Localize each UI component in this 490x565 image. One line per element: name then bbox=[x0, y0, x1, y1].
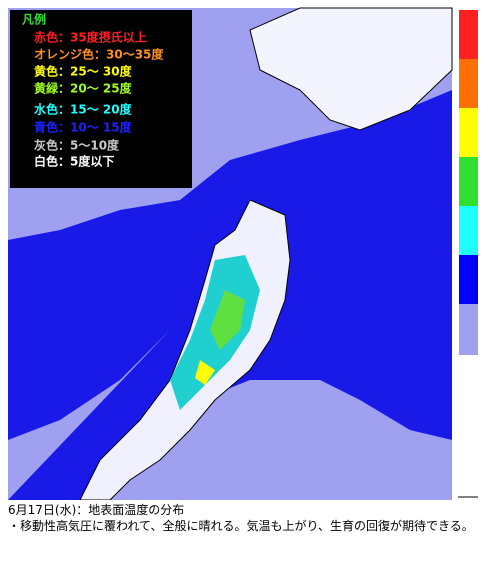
legend-item: 黄色：25～ 30度 bbox=[34, 64, 133, 79]
legend-item: 白色：5度以下 bbox=[34, 154, 114, 169]
color-bar bbox=[459, 10, 478, 355]
legend-item: 黄緑：20～ 25度 bbox=[34, 81, 133, 96]
legend-item: 灰色：5～10度 bbox=[34, 138, 120, 153]
legend-item: 青色：10～ 15度 bbox=[34, 120, 133, 135]
caption: 6月17日(水)：地表面温度の分布 bbox=[8, 503, 185, 517]
legend-box bbox=[10, 10, 192, 188]
legend-title: 凡例 bbox=[22, 12, 46, 27]
warmest-area bbox=[195, 360, 215, 385]
note: ・移動性高気圧に覆われて、全般に晴れる。気温も上がり、生育の回復が期待できる。 bbox=[8, 519, 474, 533]
legend-item: オレンジ色：30～35度 bbox=[34, 47, 164, 62]
hokkaido bbox=[249, 7, 453, 131]
warmer-area bbox=[210, 290, 245, 350]
legend-item: 水色：15～ 20度 bbox=[34, 102, 133, 117]
legend-item: 赤色：35度摂氏以上 bbox=[34, 30, 147, 45]
